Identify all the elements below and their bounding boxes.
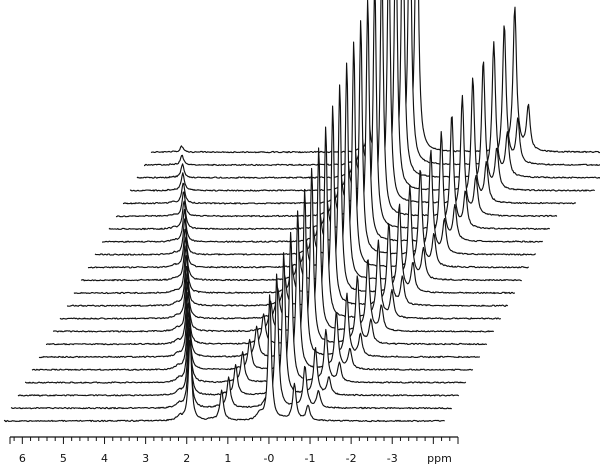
spectrum-trace xyxy=(59,126,502,320)
tick-label: 5 xyxy=(60,452,67,465)
spectrum-trace xyxy=(17,252,460,397)
spectrum-trace xyxy=(38,188,481,359)
spectrum-trace xyxy=(31,210,474,371)
axis-unit-label: ppm xyxy=(427,452,452,465)
spectrum-trace xyxy=(102,0,543,243)
spectrum-trace xyxy=(108,0,551,231)
spectrum-trace xyxy=(45,167,488,346)
ppm-axis: 6 5 4 3 2 1 -0 -1 -2 -3 ppm xyxy=(9,436,459,465)
spectrum-traces xyxy=(3,0,600,424)
spectrum-trace xyxy=(66,105,509,307)
trace-mask xyxy=(81,63,522,284)
spectrum-trace xyxy=(10,273,453,410)
tick-label: -1 xyxy=(305,452,316,465)
spectrum-trace xyxy=(94,20,536,256)
spectrum-trace xyxy=(3,294,445,423)
spectrum-trace xyxy=(87,41,529,269)
axis-ticks xyxy=(9,437,459,444)
tick-label: 3 xyxy=(142,452,149,465)
spectrum-trace xyxy=(25,231,467,384)
tick-label: -3 xyxy=(387,452,398,465)
tick-label: -2 xyxy=(346,452,357,465)
spectrum-trace xyxy=(73,84,516,295)
spectrum-trace xyxy=(115,0,558,218)
tick-label: 2 xyxy=(183,452,190,465)
spectrum-trace xyxy=(80,62,522,282)
tick-label: 1 xyxy=(224,452,231,465)
tick-label: 6 xyxy=(19,452,26,465)
tick-label: -0 xyxy=(263,452,274,465)
spectrum-trace xyxy=(52,147,495,333)
axis-tick-labels: 6 5 4 3 2 1 -0 -1 -2 -3 xyxy=(19,452,398,465)
tick-label: 4 xyxy=(101,452,108,465)
